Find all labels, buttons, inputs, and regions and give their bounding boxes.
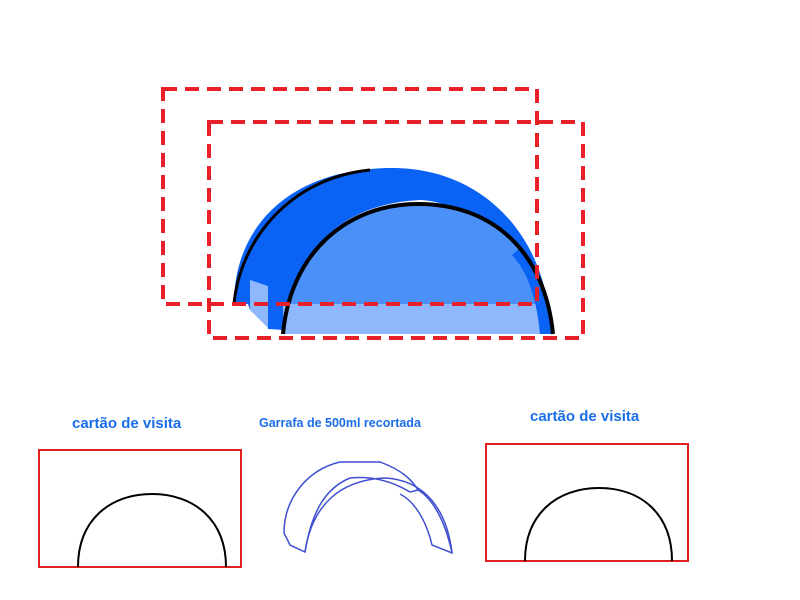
business-card-left (38, 449, 242, 568)
dashed-frame-front (207, 120, 585, 340)
front-dome-base-band (283, 304, 553, 334)
bottle-outline-back (283, 461, 420, 554)
card-label-left: cartão de visita (72, 415, 182, 432)
back-blue-arch (234, 168, 548, 332)
card-arc-left (77, 492, 227, 568)
bottle-label: Garrafa de 500ml recortada (259, 416, 421, 430)
business-card-right (485, 443, 689, 562)
card-arc-right (524, 486, 673, 562)
card-frame-right (485, 443, 689, 562)
dashed-frame-back (161, 87, 539, 306)
front-dome-outline-arc (281, 201, 555, 335)
card-label-right: cartão de visita (530, 408, 640, 425)
front-dome-right-edge (512, 248, 553, 334)
bottle-outline-front (304, 477, 453, 555)
cut-bottle-outline (283, 461, 453, 555)
composite-illustration (161, 87, 585, 340)
front-dome-fill (283, 204, 553, 334)
bottle-outline-right-edge (417, 489, 453, 554)
back-arch-outline-arc (232, 168, 371, 305)
card-frame-left (38, 449, 242, 568)
